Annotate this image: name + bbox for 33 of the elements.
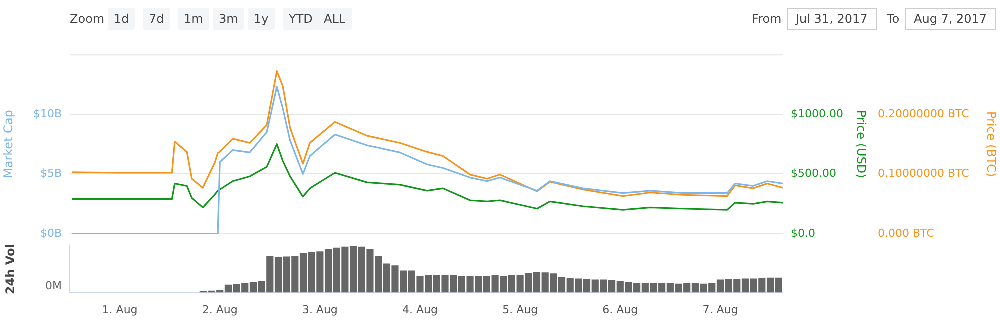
date-field: Jul 31, 2017 [787,8,877,30]
y-axis-title: 24h Vol [3,244,18,295]
zoom-button: 7d [143,8,170,30]
y-tick-label: $5B [40,167,62,180]
y3-tick-label: 0.20000000 BTC [878,107,970,120]
x-tick-label: 2. Aug [202,303,238,316]
y2-axis-title: Price (USD) [854,110,869,178]
text: From [752,11,782,28]
zoom-button: YTD [283,8,319,30]
text: Zoom [70,11,105,28]
x-tick-label: 5. Aug [502,303,538,316]
y3-tick-label: 0.10000000 BTC [878,167,970,180]
y3-axis-title: Price (BTC) [984,111,999,178]
y-axis-title: Market Cap [1,110,16,179]
y-tick-label: $0B [40,226,62,240]
y2-tick-label: $1000.00 [791,107,844,120]
y2-tick-label: $0.0 [791,226,816,240]
text: 0M [46,280,62,293]
x-tick-label: 7. Aug [702,303,738,316]
text: To [887,11,900,28]
zoom-button: 3m [213,8,244,30]
zoom-button: ALL [318,8,352,30]
zoom-button: 1y [248,8,275,30]
zoom-button: 1d [108,8,136,30]
x-tick-label: 1. Aug [102,303,138,316]
y2-tick-label: $500.00 [791,167,836,180]
date-field: Aug 7, 2017 [905,8,996,30]
x-tick-label: 4. Aug [402,303,438,316]
y3-tick-label: 0.000 BTC [878,226,935,240]
x-tick-label: 6. Aug [602,303,638,316]
y-tick-label: $10B [33,107,62,120]
zoom-button: 1m [178,8,210,30]
x-tick-label: 3. Aug [302,303,338,316]
